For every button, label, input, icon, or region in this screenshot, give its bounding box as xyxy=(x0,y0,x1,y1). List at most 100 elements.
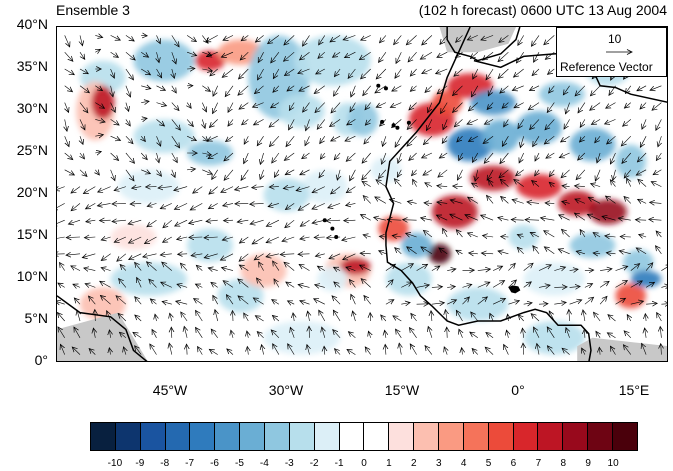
wind-vector xyxy=(380,119,387,126)
colorbar-tick-label: -10 xyxy=(107,458,123,469)
wind-vector xyxy=(636,169,647,175)
wind-vector xyxy=(416,285,430,288)
wind-vector xyxy=(597,152,600,163)
wind-vector xyxy=(544,35,555,44)
lon-label-15e: 15°E xyxy=(618,382,650,398)
wind-vector xyxy=(112,203,126,204)
anomaly-cell xyxy=(278,94,325,128)
wind-vector xyxy=(624,331,632,339)
island-marker xyxy=(391,123,396,128)
wind-vector xyxy=(562,229,570,238)
wind-vector xyxy=(224,169,234,181)
wind-vector xyxy=(381,315,387,322)
wind-vector xyxy=(208,152,218,159)
wind-vector xyxy=(170,313,172,322)
wind-vector xyxy=(587,214,601,221)
wind-vector xyxy=(272,152,280,163)
wind-vector xyxy=(431,311,432,322)
island-marker xyxy=(406,120,411,125)
wind-vector xyxy=(431,303,445,305)
wind-vector xyxy=(334,85,341,96)
wind-vector xyxy=(498,218,509,221)
anomaly-cell xyxy=(133,39,195,82)
anomaly-cell xyxy=(470,165,516,191)
wind-vector xyxy=(172,85,177,93)
anomaly-field xyxy=(76,35,662,355)
wind-vector xyxy=(660,327,661,338)
wind-vector xyxy=(656,246,662,254)
wind-vector xyxy=(523,343,524,355)
wind-vector xyxy=(642,343,647,355)
wind-vector xyxy=(189,237,203,238)
colorbar-swatch xyxy=(364,423,390,450)
wind-vector xyxy=(470,51,478,58)
wind-vector xyxy=(438,169,448,177)
wind-vector xyxy=(242,119,249,124)
wind-vector xyxy=(178,254,188,255)
wind-vector xyxy=(562,201,570,203)
wind-vector xyxy=(477,297,488,305)
wind-vector xyxy=(298,285,310,288)
wind-vector xyxy=(661,285,667,287)
wind-vector xyxy=(595,136,601,143)
wind-vector xyxy=(125,68,134,80)
wind-vector xyxy=(345,135,356,141)
wind-vector xyxy=(501,196,509,204)
wind-vector xyxy=(639,235,647,238)
wind-vector xyxy=(392,236,402,238)
wind-vector xyxy=(319,169,326,178)
wind-vector xyxy=(239,265,249,271)
wind-vector xyxy=(656,231,662,238)
wind-vector xyxy=(302,152,310,159)
wind-vector xyxy=(333,310,341,322)
wind-vector xyxy=(610,152,616,164)
wind-vector xyxy=(412,169,417,176)
wind-vector xyxy=(296,186,310,191)
wind-vector xyxy=(135,315,142,322)
wind-vector xyxy=(516,169,524,176)
wind-vector xyxy=(396,329,402,338)
wind-vector xyxy=(443,119,448,129)
wind-vector xyxy=(64,136,69,146)
wind-vector xyxy=(499,35,509,42)
wind-vector xyxy=(231,330,233,338)
wind-vector xyxy=(273,344,280,355)
anomaly-cell xyxy=(615,144,647,179)
colorbar-tick-label: 5 xyxy=(485,458,492,469)
wind-vector xyxy=(258,68,264,80)
wind-vector xyxy=(57,219,65,226)
wind-vector xyxy=(158,187,172,188)
wind-vector xyxy=(549,182,554,186)
wind-vector xyxy=(364,136,371,144)
wind-vector xyxy=(209,349,218,355)
colorbar-tick-label: -6 xyxy=(210,458,219,469)
wind-vector xyxy=(453,186,463,187)
wind-vector xyxy=(483,51,494,60)
wind-vector xyxy=(549,85,555,93)
wind-vector xyxy=(271,330,280,339)
colorbar-tick-label: -1 xyxy=(334,458,344,469)
wind-vector xyxy=(492,281,505,288)
wind-vector xyxy=(535,169,539,176)
colorbar-tick-label: 8 xyxy=(560,458,567,469)
wind-vector xyxy=(298,68,310,74)
wind-vector xyxy=(410,68,417,76)
wind-vector xyxy=(410,344,417,355)
anomaly-cell xyxy=(91,85,115,120)
wind-vector xyxy=(533,246,540,254)
wind-vector xyxy=(504,345,509,355)
wind-vector xyxy=(157,52,160,62)
colorbar-tick-label: -7 xyxy=(185,458,195,469)
wind-vector xyxy=(156,85,166,91)
wind-vector xyxy=(224,220,234,221)
wind-vector xyxy=(595,169,601,181)
wind-vector xyxy=(382,136,386,146)
colorbar-swatch xyxy=(513,423,539,450)
wind-vector xyxy=(501,237,509,238)
anomaly-cell xyxy=(447,127,494,162)
wind-vector xyxy=(411,313,417,322)
wind-vector xyxy=(365,347,371,355)
anomaly-cell xyxy=(538,81,585,107)
anomaly-cell xyxy=(431,195,478,229)
wind-vector xyxy=(334,152,341,160)
